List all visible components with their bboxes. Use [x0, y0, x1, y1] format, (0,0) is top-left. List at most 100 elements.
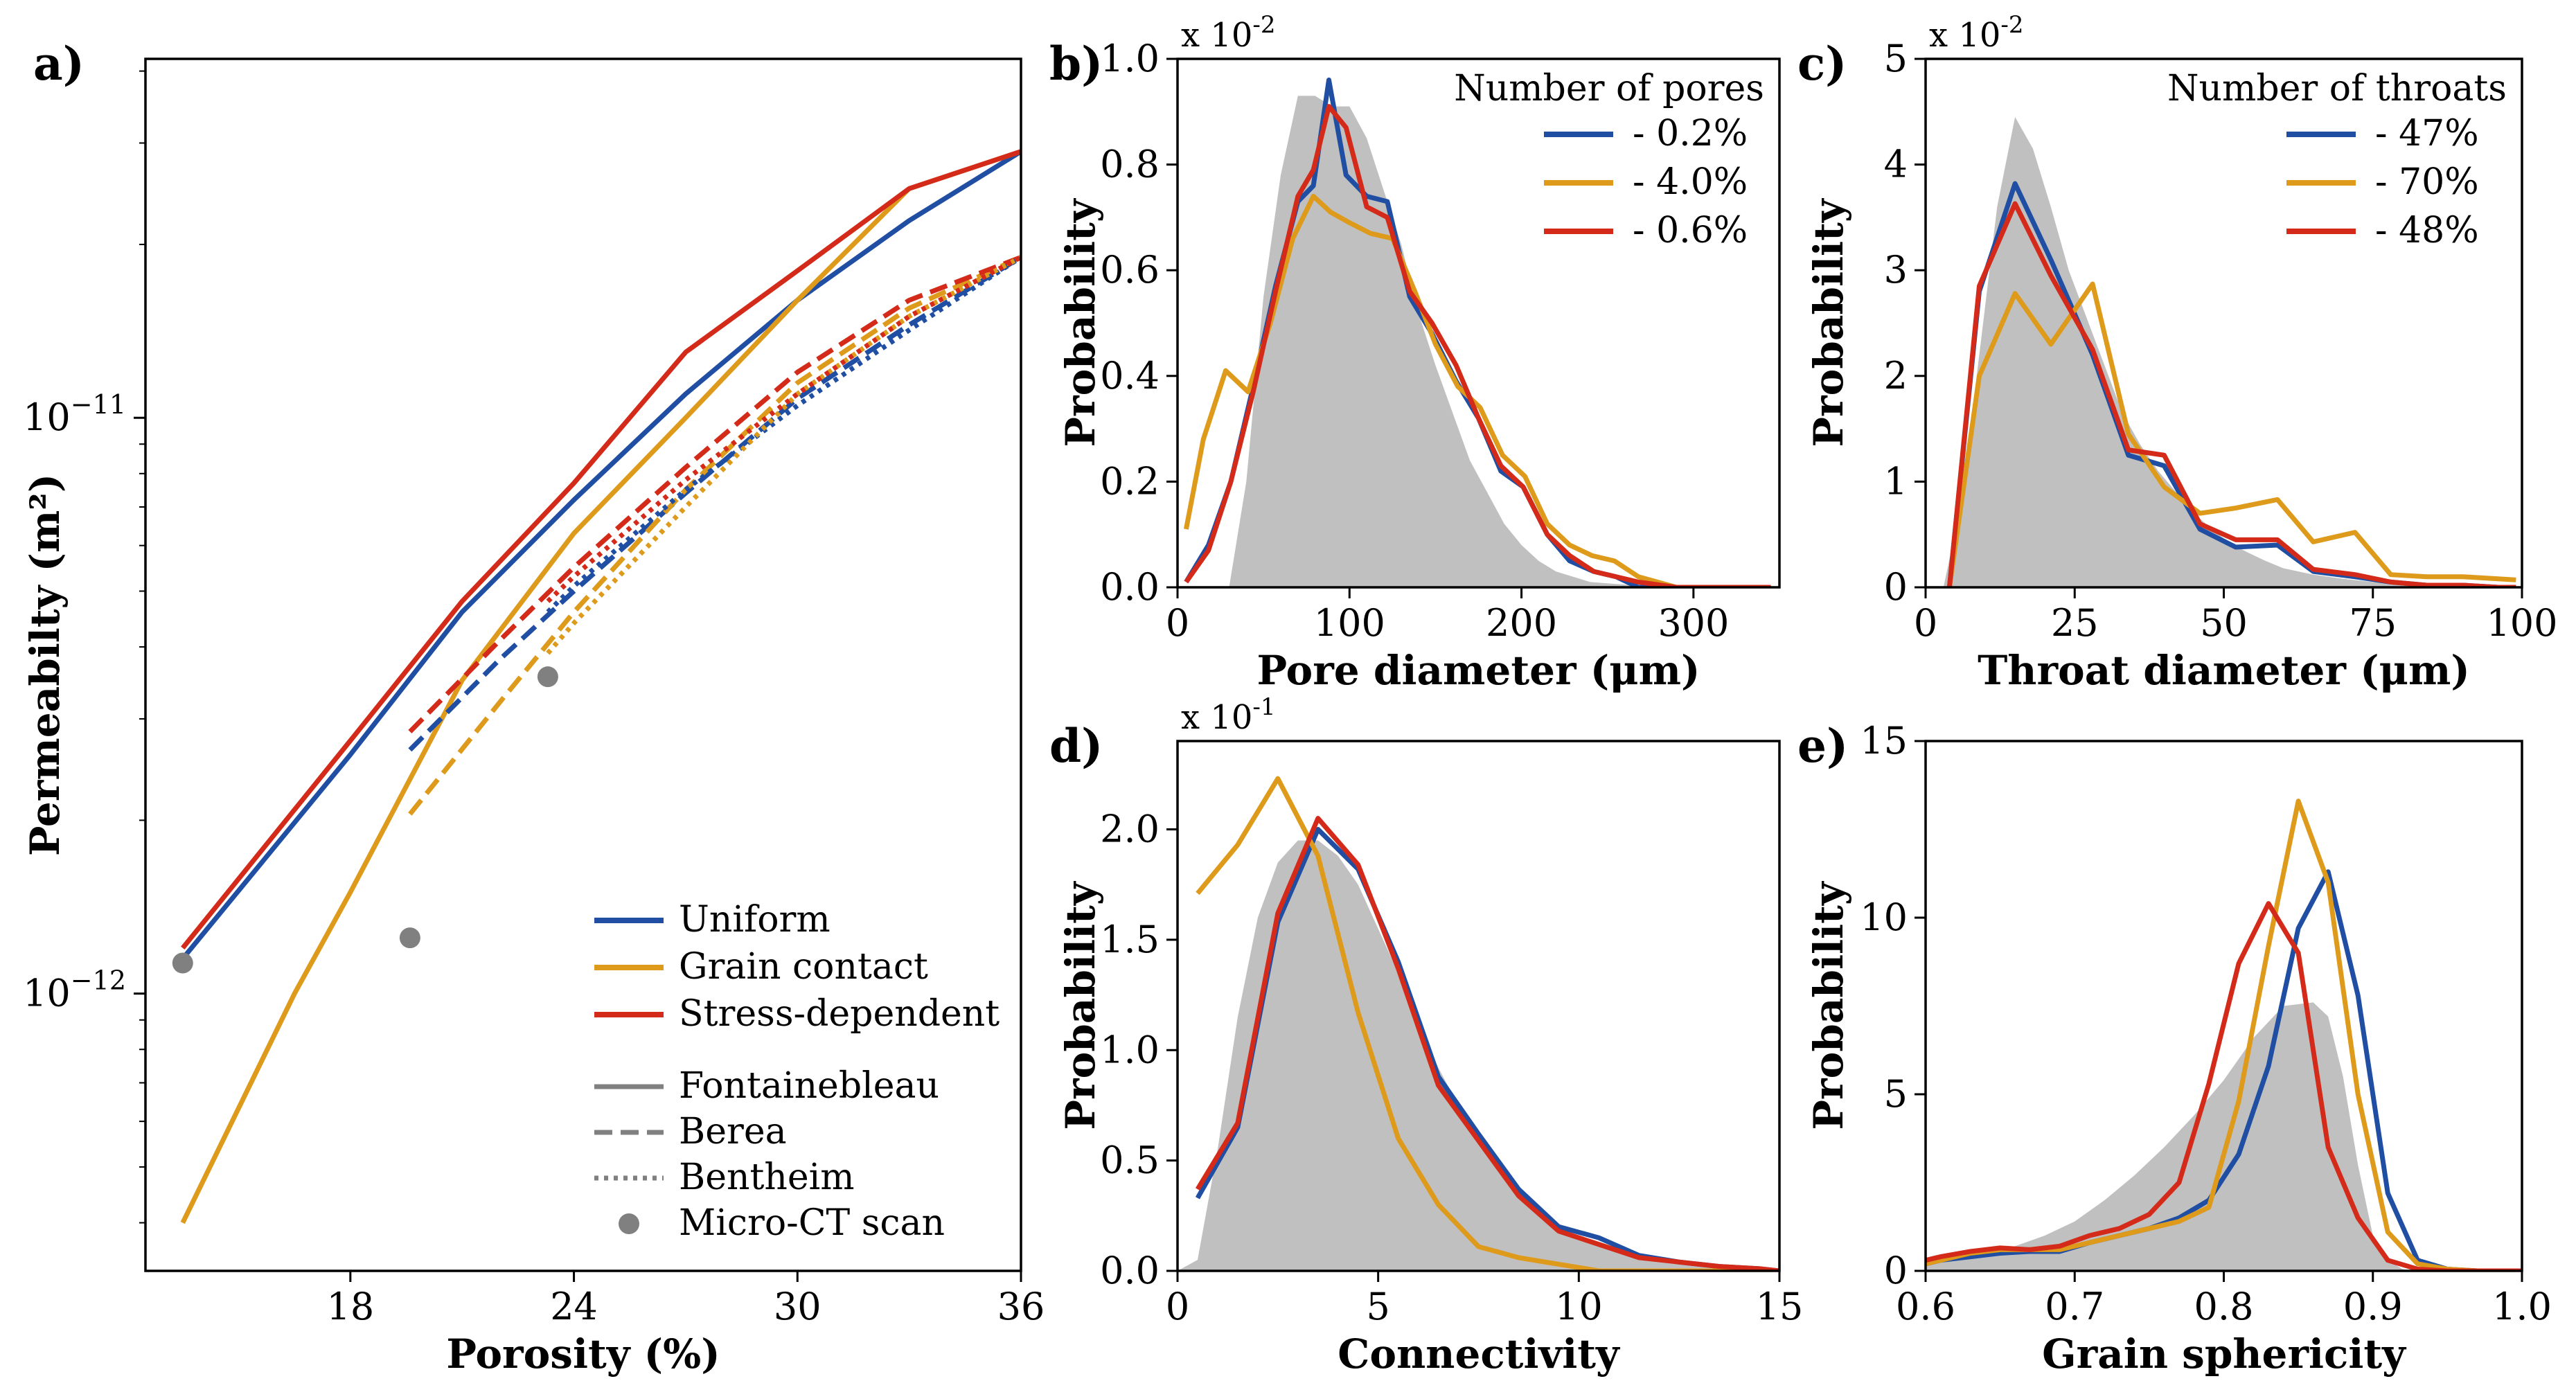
- multiplier-c: x 10-2: [1929, 11, 2024, 55]
- histogram-reference-b: [1178, 96, 1779, 587]
- legend-label-style-1: Berea: [679, 1111, 787, 1152]
- panel-label-c: c): [1797, 37, 1847, 91]
- series-line-a-8: [546, 255, 1021, 603]
- x-tick-label-a-1: 24: [550, 1285, 598, 1328]
- y-tick-label-c-5: 5: [1884, 37, 1908, 80]
- y-tick-label-c-0: 0: [1884, 565, 1908, 609]
- y-tick-label-b-5: 1.0: [1100, 37, 1160, 80]
- legend-title-c: Number of throats: [2167, 68, 2507, 109]
- legend-b: Number of pores- 0.2% - 4.0% - 0.6%: [1454, 68, 1764, 251]
- legend-c: Number of throats- 47% - 70% - 48%: [2167, 68, 2507, 251]
- x-tick-label-e-1: 0.7: [2045, 1285, 2104, 1328]
- x-tick-label-b-0: 0: [1166, 601, 1189, 645]
- series-line-b-2: [1184, 104, 1771, 587]
- legend-label-color-2: Stress-dependent: [679, 993, 1000, 1035]
- series-line-a-1: [180, 149, 1021, 1224]
- panel-c: 0 25 50 75 100 0 1 2 3 4 5 Throat diameter (μm) Prob…: [1797, 11, 2558, 694]
- x-tick-label-c-3: 75: [2349, 601, 2397, 645]
- axes-frame-a: [144, 57, 1022, 1272]
- series-line-a-5: [408, 255, 1021, 733]
- panel-label-d: d): [1049, 719, 1103, 773]
- panel-label-e: e): [1797, 719, 1848, 773]
- y-tick-label-e-3: 15: [1860, 719, 1908, 763]
- panel-d: 0 5 10 15 0.0 0.5 1.0 1.5 2.0 Connectivity Probabi…: [1049, 693, 1803, 1378]
- legend-label-style-2: Bentheim: [679, 1157, 855, 1198]
- x-tick-label-c-1: 25: [2051, 601, 2099, 645]
- x-tick-label-d-1: 5: [1366, 1285, 1389, 1328]
- y-tick-label-c-3: 3: [1884, 248, 1908, 292]
- y-axis-label-a: Permeabilty (m²): [21, 474, 69, 856]
- x-axis-label-b: Pore diameter (μm): [1257, 647, 1700, 694]
- legend-title-b: Number of pores: [1454, 68, 1764, 109]
- y-tick-label-e-1: 5: [1884, 1072, 1908, 1116]
- x-tick-label-c-0: 0: [1914, 601, 1937, 645]
- plot-area-b: [1178, 78, 1779, 587]
- x-tick-label-c-2: 50: [2200, 601, 2248, 645]
- axes-frame-d: [1176, 740, 1781, 1272]
- y-tick-label-c-1: 1: [1884, 459, 1908, 503]
- panel-label-b: b): [1049, 37, 1103, 91]
- x-tick-label-e-4: 1.0: [2492, 1285, 2552, 1328]
- multiplier-d: x 10-1: [1181, 693, 1276, 737]
- x-tick-label-e-2: 0.8: [2194, 1285, 2254, 1328]
- legend-label-c-1: - 70%: [2375, 161, 2479, 203]
- y-tick-label-d-1: 0.5: [1100, 1139, 1160, 1182]
- histogram-reference-d: [1178, 840, 1779, 1271]
- multiplier-b: x 10-2: [1181, 11, 1276, 55]
- x-tick-label-e-3: 0.9: [2343, 1285, 2403, 1328]
- x-tick-label-d-3: 15: [1756, 1285, 1804, 1328]
- series-line-c-1: [1946, 281, 2516, 587]
- y-tick-label-d-3: 1.5: [1100, 918, 1160, 961]
- series-line-a-2: [181, 149, 1021, 950]
- legend-label-b-0: - 0.2%: [1633, 113, 1748, 154]
- x-tick-label-c-4: 100: [2486, 601, 2557, 645]
- plot-area-e: [1926, 799, 2522, 1271]
- series-line-d-1: [1196, 776, 1779, 1271]
- legend-label-c-2: - 48%: [2375, 210, 2479, 251]
- y-tick-label-e-2: 10: [1860, 895, 1908, 939]
- x-tick-label-b-1: 100: [1314, 601, 1385, 645]
- legend-label-style-0: Fontainebleau: [679, 1065, 939, 1107]
- y-tick-label-c-2: 2: [1884, 354, 1908, 398]
- histogram-reference-c: [1926, 116, 2522, 587]
- y-tick-label-b-0: 0.0: [1100, 565, 1160, 609]
- y-axis-label-c: Probability: [1805, 197, 1852, 447]
- legend-label-b-1: - 4.0%: [1633, 161, 1748, 203]
- y-axis-label-b: Probability: [1057, 197, 1104, 447]
- y-axis-label-d: Probability: [1057, 880, 1104, 1130]
- y-tick-label-a-1: 10−11: [23, 389, 126, 439]
- panel-a: 18 24 30 36 10−12 10−11 Porosity (%) Permeabilt…: [21, 37, 1045, 1378]
- x-tick-label-e-0: 0.6: [1896, 1285, 1955, 1328]
- series-line-d-2: [1195, 816, 1779, 1271]
- y-tick-label-b-4: 0.8: [1100, 143, 1160, 186]
- x-tick-label-a-2: 30: [774, 1285, 821, 1328]
- panel-e: 0.6 0.7 0.8 0.9 1.0 0 5 10 15 Grain sphericity Pro…: [1797, 719, 2552, 1378]
- panel-b: 0 100 200 300 0.0 0.2 0.4 0.6 0.8 1.0 Pore diamete…: [1049, 11, 1781, 694]
- micro-ct-point-0: [172, 952, 193, 974]
- plot-area-d: [1178, 776, 1779, 1271]
- x-axis-label-d: Connectivity: [1338, 1330, 1621, 1378]
- series-line-a-0: [181, 149, 1021, 961]
- histogram-reference-e: [1926, 1002, 2522, 1271]
- y-tick-label-d-0: 0.0: [1100, 1249, 1160, 1292]
- y-tick-label-b-3: 0.6: [1100, 248, 1160, 292]
- series-line-c-2: [1946, 201, 2516, 587]
- y-tick-label-d-2: 1.0: [1100, 1028, 1160, 1071]
- micro-ct-point-2: [537, 666, 558, 688]
- y-tick-label-d-4: 2.0: [1100, 808, 1160, 851]
- y-axis-label-e: Probability: [1805, 880, 1852, 1130]
- legend-label-c-0: - 47%: [2375, 113, 2479, 154]
- x-tick-label-d-0: 0: [1166, 1285, 1189, 1328]
- x-tick-label-d-2: 10: [1555, 1285, 1603, 1328]
- plot-area-c: [1926, 116, 2522, 587]
- y-tick-label-b-2: 0.4: [1100, 354, 1160, 398]
- legend-a: Uniform Grain contact Stress-dependent Font…: [594, 899, 1000, 1244]
- panel-label-a: a): [33, 37, 85, 91]
- x-tick-label-b-2: 200: [1486, 601, 1557, 645]
- series-line-a-7: [546, 255, 1021, 655]
- y-tick-label-a-0: 10−12: [23, 965, 126, 1015]
- y-tick-label-e-0: 0: [1884, 1249, 1908, 1292]
- legend-label-color-1: Grain contact: [679, 946, 928, 988]
- x-tick-label-a-3: 36: [997, 1285, 1045, 1328]
